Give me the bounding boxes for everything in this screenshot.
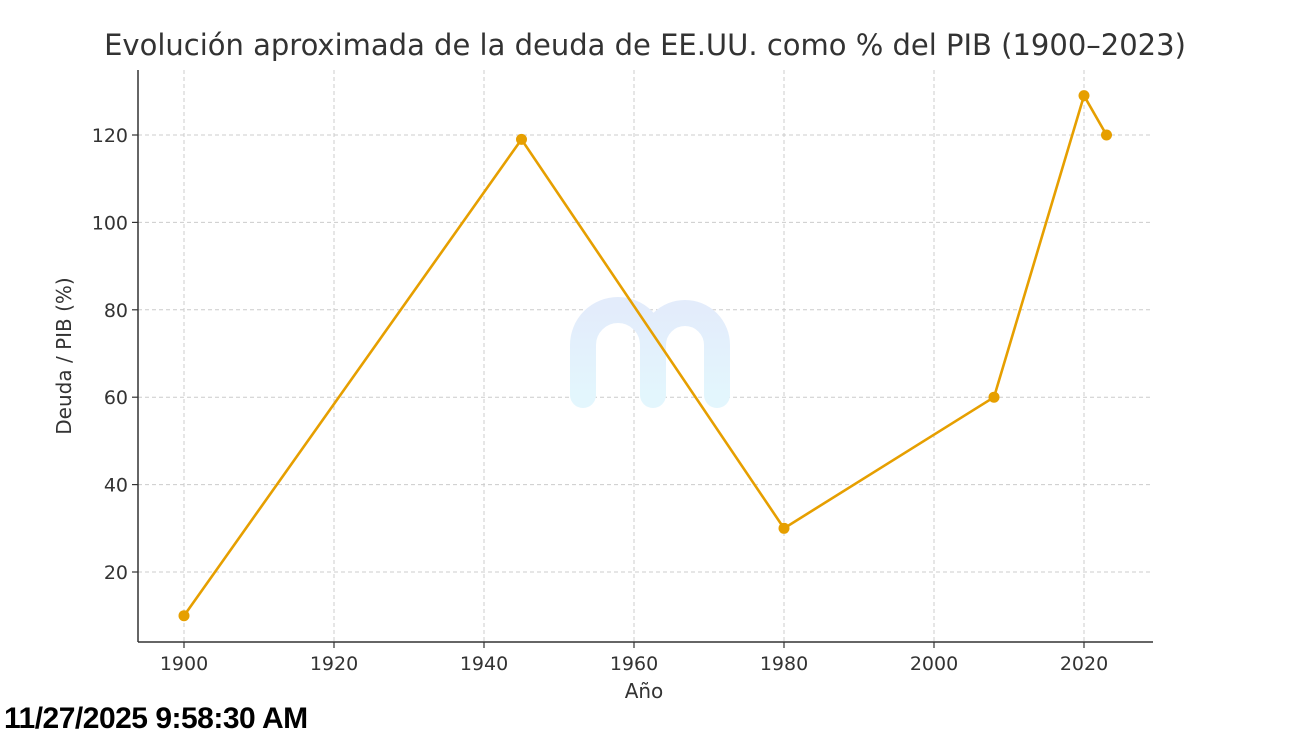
data-series [178, 90, 1112, 622]
x-tick-label: 1940 [460, 653, 508, 675]
y-tick-label: 20 [104, 562, 128, 584]
data-point [988, 391, 1000, 403]
x-tick-label: 1960 [610, 653, 658, 675]
x-tick-label: 1980 [760, 653, 808, 675]
x-tick-label: 1900 [160, 653, 208, 675]
data-point [178, 610, 190, 622]
axes [132, 70, 1153, 648]
y-tick-label: 100 [92, 212, 128, 234]
x-axis-label: Año [625, 679, 664, 703]
grid-lines [138, 70, 1153, 642]
x-tick-label: 2020 [1060, 653, 1108, 675]
data-point [1101, 129, 1112, 141]
watermark-logo-icon [570, 297, 730, 408]
y-tick-label: 120 [92, 125, 128, 147]
y-tick-label: 80 [104, 300, 128, 322]
y-tick-label: 40 [104, 475, 128, 497]
x-tick-label: 2000 [910, 653, 958, 675]
axis-labels: 1900 1920 1940 1960 1980 2000 2020204060801001… [52, 125, 1108, 703]
y-axis-label: Deuda / PIB (%) [52, 277, 76, 434]
data-point [778, 522, 790, 534]
data-point [516, 133, 527, 145]
chart-title: Evolución aproximada de la deuda de EE.U… [104, 28, 1186, 62]
y-tick-label: 60 [104, 387, 128, 409]
x-tick-label: 1920 [310, 653, 358, 675]
data-point [1078, 90, 1090, 102]
timestamp: 11/27/2025 9:58:30 AM [4, 702, 308, 735]
